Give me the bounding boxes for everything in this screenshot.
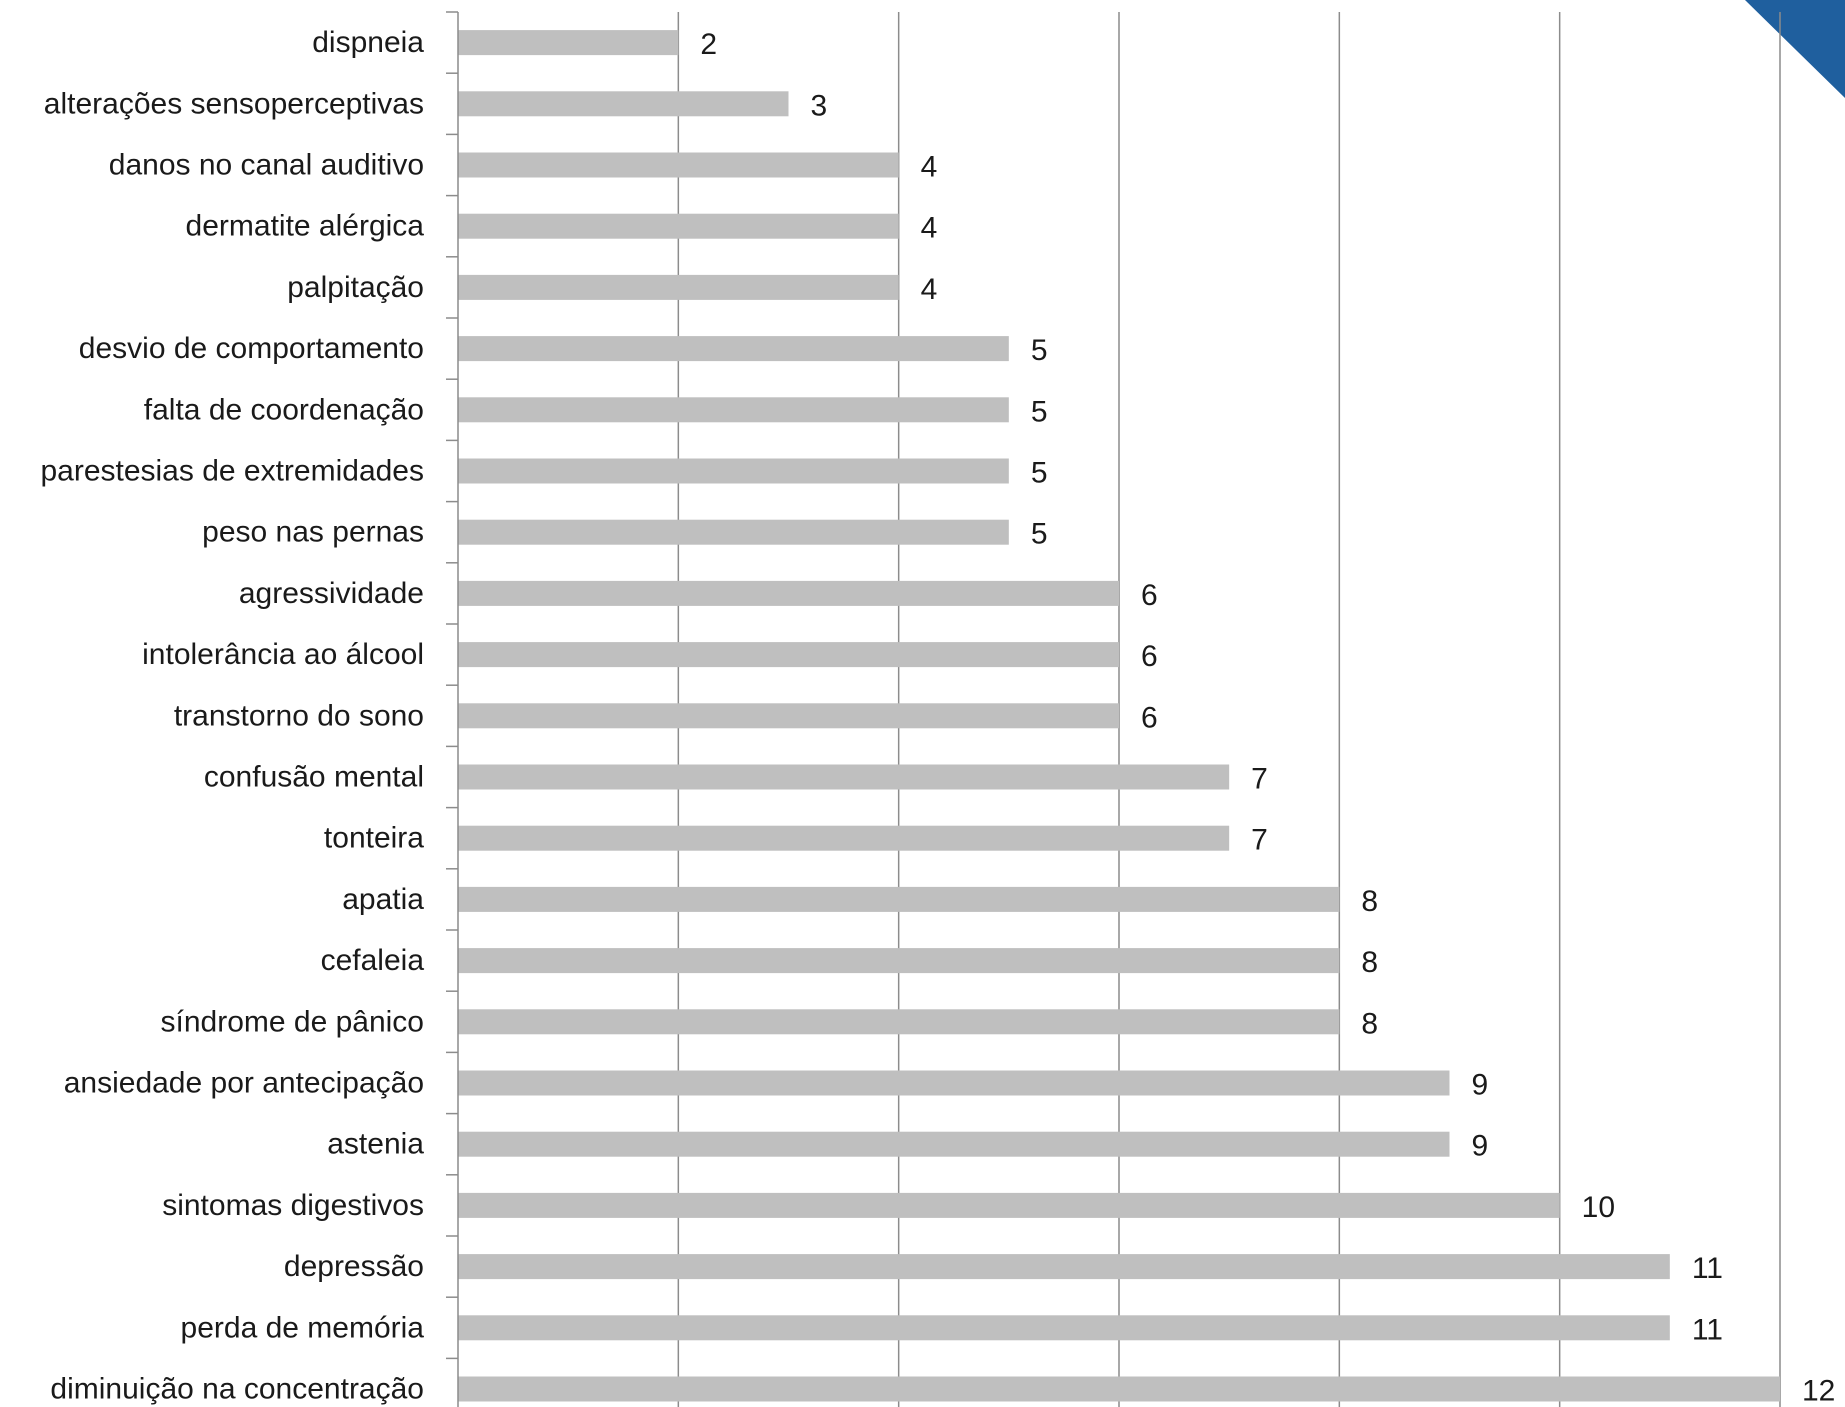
bar-17	[458, 1009, 1340, 1035]
data-label: 3	[811, 89, 828, 122]
bar-22	[458, 1315, 1670, 1341]
category-label: cefaleia	[321, 944, 425, 977]
category-labels: dispneia alterações sensoperceptivas danos…	[40, 26, 424, 1405]
category-label: parestesias de extremidades	[40, 455, 424, 488]
data-label: 7	[1251, 824, 1268, 857]
data-label: 5	[1031, 395, 1048, 428]
data-label: 8	[1361, 946, 1378, 979]
category-label: apatia	[342, 883, 424, 916]
category-label: alterações sensoperceptivas	[44, 87, 424, 120]
category-label: agressividade	[239, 577, 424, 610]
bar-19	[458, 1131, 1450, 1157]
bar-16	[458, 948, 1340, 974]
bar-8	[458, 458, 1009, 484]
category-label: dermatite alérgica	[186, 210, 425, 243]
bar-18	[458, 1070, 1450, 1096]
data-label: 7	[1251, 763, 1268, 796]
category-label: dispneia	[312, 26, 424, 59]
category-label: depressão	[284, 1250, 424, 1283]
category-axis	[446, 11, 459, 1407]
data-label: 5	[1031, 518, 1048, 551]
bar-10	[458, 580, 1119, 606]
category-label: palpitação	[287, 271, 424, 304]
data-label: 5	[1031, 457, 1048, 490]
data-label: 4	[921, 212, 938, 245]
bar-2	[458, 91, 789, 117]
bar-5	[458, 274, 899, 300]
bar-9	[458, 519, 1009, 545]
category-label: síndrome de pânico	[161, 1005, 425, 1038]
bar-11	[458, 642, 1119, 668]
category-label: danos no canal auditivo	[109, 149, 424, 182]
data-label: 5	[1031, 334, 1048, 367]
category-label: desvio de comportamento	[79, 332, 424, 365]
bar-7	[458, 397, 1009, 423]
category-label: confusão mental	[204, 761, 424, 794]
bar-21	[458, 1254, 1670, 1280]
data-label: 6	[1141, 701, 1158, 734]
bar-1	[458, 30, 679, 56]
data-label: 2	[700, 28, 717, 61]
data-label: 10	[1582, 1191, 1615, 1224]
data-label: 6	[1141, 640, 1158, 673]
category-label: ansiedade por antecipação	[64, 1067, 424, 1100]
category-label: sintomas digestivos	[162, 1189, 424, 1222]
category-label: intolerância ao álcool	[142, 638, 424, 671]
data-labels: 2 3 4 4 4 5 5 5 5 6 6 6 7 7 8 8 8 9 9 10 11 11 12	[700, 28, 1835, 1407]
category-label: tonteira	[324, 822, 424, 855]
category-label: diminuição na concentração	[50, 1373, 424, 1406]
bar-14	[458, 825, 1230, 851]
data-label: 9	[1472, 1069, 1489, 1102]
bar-13	[458, 764, 1230, 790]
corner-accent-decoration	[1745, 0, 1845, 98]
data-label: 4	[921, 273, 938, 306]
data-label: 9	[1472, 1130, 1489, 1163]
data-label: 12	[1802, 1375, 1835, 1407]
data-label: 8	[1361, 1007, 1378, 1040]
data-label: 8	[1361, 885, 1378, 918]
bar-3	[458, 152, 899, 178]
bar-4	[458, 213, 899, 239]
bar-15	[458, 886, 1340, 912]
bar-6	[458, 336, 1009, 362]
category-label: peso nas pernas	[202, 516, 424, 549]
category-label: falta de coordenação	[144, 393, 424, 426]
category-label: transtorno do sono	[174, 699, 424, 732]
data-label: 4	[921, 151, 938, 184]
bar-12	[458, 703, 1119, 729]
category-label: perda de memória	[181, 1311, 425, 1344]
data-label: 11	[1692, 1252, 1723, 1285]
category-label: astenia	[327, 1128, 424, 1161]
bar-23	[458, 1376, 1780, 1402]
bars	[458, 30, 1780, 1402]
data-label: 11	[1692, 1313, 1723, 1346]
data-label: 6	[1141, 579, 1158, 612]
bar-20	[458, 1192, 1560, 1218]
